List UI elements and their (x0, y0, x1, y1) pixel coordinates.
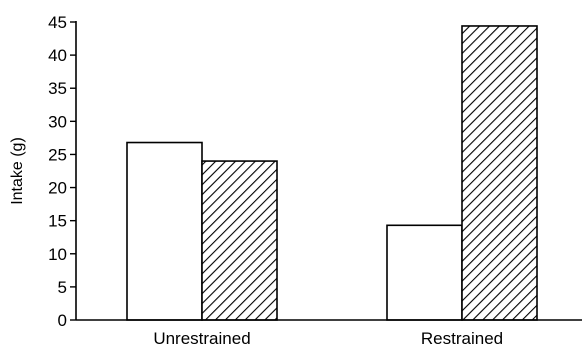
y-tick-label: 35 (48, 79, 67, 98)
y-tick-label: 10 (48, 245, 67, 264)
bar-restrained-series-1 (386, 224, 463, 321)
bar-unrestrained-series-1 (126, 141, 203, 321)
y-tick-label: 0 (58, 311, 67, 330)
y-tick-label: 25 (48, 145, 67, 164)
plot-area: 0 5 10 15 20 25 30 35 40 45 Unrestrained Restrained (48, 13, 582, 348)
y-tick-label: 15 (48, 212, 67, 231)
bar-restrained-series-2 (461, 25, 538, 321)
y-tick-label: 30 (48, 112, 67, 131)
x-tick-label: Unrestrained (153, 329, 250, 348)
bar-unrestrained-series-2 (201, 160, 278, 321)
y-tick-label: 5 (58, 278, 67, 297)
y-tick-label: 45 (48, 13, 67, 32)
y-tick-label: 20 (48, 179, 67, 198)
y-axis-title: Intake (g) (9, 137, 26, 205)
x-tick-label: Restrained (421, 329, 503, 348)
y-tick-label: 40 (48, 46, 67, 65)
